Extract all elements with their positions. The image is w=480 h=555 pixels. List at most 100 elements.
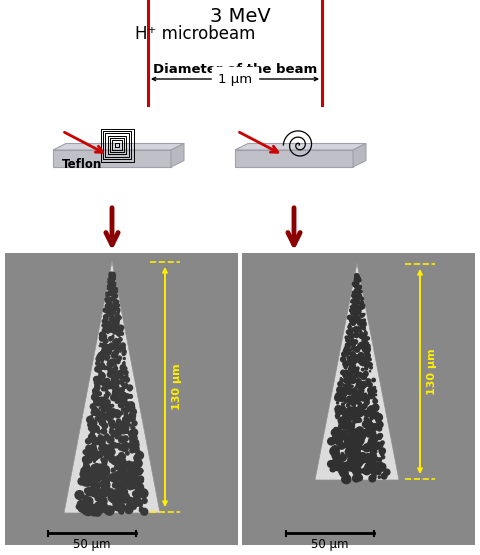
Circle shape <box>126 474 134 482</box>
Circle shape <box>344 439 353 448</box>
Circle shape <box>346 425 355 433</box>
Circle shape <box>135 449 141 455</box>
Circle shape <box>360 362 363 366</box>
Circle shape <box>362 371 369 377</box>
Circle shape <box>355 297 359 301</box>
Circle shape <box>360 446 366 451</box>
Circle shape <box>358 397 362 402</box>
Circle shape <box>110 369 116 375</box>
Circle shape <box>101 422 108 430</box>
Circle shape <box>112 284 117 287</box>
Circle shape <box>375 418 380 423</box>
Circle shape <box>356 349 359 352</box>
Circle shape <box>367 381 371 385</box>
Circle shape <box>111 354 117 359</box>
Circle shape <box>98 399 106 406</box>
Circle shape <box>365 352 369 356</box>
Circle shape <box>108 350 111 352</box>
Circle shape <box>356 436 365 445</box>
Circle shape <box>111 296 114 300</box>
Circle shape <box>110 286 113 290</box>
Circle shape <box>132 416 135 419</box>
Circle shape <box>115 396 120 402</box>
Circle shape <box>353 315 356 317</box>
Circle shape <box>95 496 100 501</box>
Circle shape <box>112 384 117 389</box>
Circle shape <box>364 456 371 463</box>
Circle shape <box>110 291 112 293</box>
Circle shape <box>327 460 335 468</box>
Circle shape <box>360 320 364 324</box>
Circle shape <box>110 307 116 312</box>
Circle shape <box>365 383 369 386</box>
Circle shape <box>108 372 112 376</box>
Circle shape <box>97 363 99 365</box>
Circle shape <box>365 352 371 359</box>
Circle shape <box>102 332 106 336</box>
Circle shape <box>117 325 123 330</box>
Circle shape <box>132 464 140 471</box>
Circle shape <box>112 286 114 289</box>
Circle shape <box>353 441 361 449</box>
Circle shape <box>103 320 108 325</box>
Circle shape <box>90 487 97 495</box>
Circle shape <box>120 488 128 496</box>
Circle shape <box>107 280 111 284</box>
Circle shape <box>90 415 93 418</box>
Circle shape <box>364 332 368 336</box>
Circle shape <box>105 344 110 349</box>
Circle shape <box>369 431 372 435</box>
Circle shape <box>355 391 359 395</box>
Circle shape <box>88 433 94 439</box>
Circle shape <box>112 329 117 334</box>
Circle shape <box>359 433 366 441</box>
Circle shape <box>88 504 99 515</box>
Circle shape <box>112 297 116 301</box>
Circle shape <box>335 413 340 418</box>
Circle shape <box>116 390 122 396</box>
Circle shape <box>111 475 117 481</box>
Circle shape <box>340 407 344 411</box>
Circle shape <box>113 307 116 309</box>
Circle shape <box>333 462 338 468</box>
Circle shape <box>110 376 116 382</box>
Circle shape <box>357 276 360 279</box>
Circle shape <box>354 302 358 305</box>
Circle shape <box>348 323 351 326</box>
Text: 50 μm: 50 μm <box>311 538 349 551</box>
Circle shape <box>116 339 120 344</box>
Circle shape <box>117 375 121 379</box>
Circle shape <box>84 467 92 475</box>
Polygon shape <box>235 150 353 167</box>
Circle shape <box>115 319 119 323</box>
Circle shape <box>356 474 363 482</box>
Circle shape <box>343 348 348 353</box>
Circle shape <box>117 465 127 475</box>
Circle shape <box>125 443 130 448</box>
Circle shape <box>111 293 114 296</box>
Circle shape <box>79 504 88 513</box>
Circle shape <box>348 356 352 360</box>
Circle shape <box>338 470 344 475</box>
Circle shape <box>133 442 140 448</box>
Circle shape <box>362 347 368 352</box>
Circle shape <box>343 365 347 369</box>
Circle shape <box>115 314 118 317</box>
Circle shape <box>352 327 354 330</box>
Circle shape <box>84 479 92 487</box>
Circle shape <box>102 401 107 407</box>
Circle shape <box>117 370 124 376</box>
Circle shape <box>363 376 367 380</box>
Circle shape <box>340 370 346 375</box>
Circle shape <box>117 382 120 385</box>
Circle shape <box>357 274 360 276</box>
Circle shape <box>347 432 356 441</box>
Circle shape <box>108 322 111 324</box>
Circle shape <box>132 448 136 453</box>
Circle shape <box>107 358 109 361</box>
Circle shape <box>353 354 357 357</box>
Circle shape <box>114 396 120 401</box>
Circle shape <box>341 412 345 416</box>
Circle shape <box>331 428 339 437</box>
Circle shape <box>108 301 111 304</box>
